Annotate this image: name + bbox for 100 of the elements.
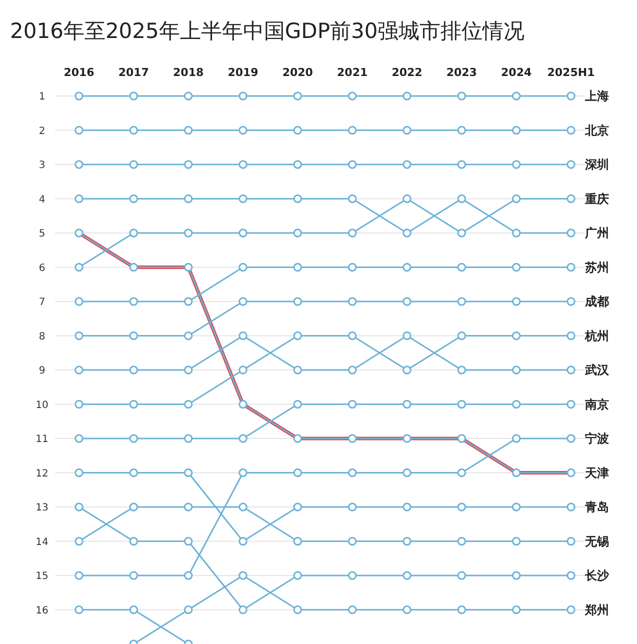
point — [402, 297, 412, 306]
point — [74, 366, 84, 374]
y-tick-label: 16 — [36, 605, 48, 616]
point — [184, 468, 193, 478]
point — [293, 297, 302, 306]
y-tick-label: 3 — [38, 160, 46, 171]
point — [293, 331, 302, 340]
point — [512, 571, 521, 580]
series-label: 天津 — [584, 466, 609, 480]
point — [566, 297, 576, 306]
point — [566, 366, 576, 374]
point — [457, 434, 466, 443]
point — [293, 605, 302, 614]
point — [457, 297, 466, 306]
point — [74, 160, 84, 169]
y-tick-label: 4 — [38, 194, 46, 206]
point — [566, 228, 576, 238]
x-tick-label: 2023 — [446, 66, 477, 79]
point — [129, 605, 138, 614]
point — [238, 366, 248, 374]
y-tick-label: 13 — [36, 502, 48, 514]
point — [457, 536, 466, 546]
point — [184, 536, 193, 546]
point — [129, 297, 138, 306]
point — [348, 160, 357, 169]
point — [74, 92, 84, 100]
point — [348, 331, 357, 340]
point — [74, 434, 84, 443]
point — [402, 571, 412, 580]
point — [402, 126, 412, 135]
point — [512, 262, 521, 272]
point — [512, 536, 521, 546]
point — [184, 434, 193, 443]
series-label: 重庆 — [584, 192, 609, 206]
point — [238, 262, 248, 272]
point — [348, 400, 357, 409]
point — [512, 366, 521, 374]
point — [402, 160, 412, 169]
y-tick-label: 2 — [38, 126, 46, 137]
series-label: 上海 — [584, 89, 609, 104]
point — [238, 605, 248, 614]
point — [184, 400, 193, 409]
point — [457, 331, 466, 340]
point — [348, 571, 357, 580]
point — [457, 228, 466, 238]
point — [566, 160, 576, 169]
y-tick-label: 14 — [36, 536, 48, 548]
point — [129, 331, 138, 340]
point — [512, 228, 521, 238]
point — [566, 194, 576, 204]
point — [457, 92, 466, 100]
point — [293, 400, 302, 409]
point — [457, 468, 466, 478]
point — [402, 331, 412, 340]
point — [129, 194, 138, 204]
point — [129, 92, 138, 100]
point — [566, 92, 576, 100]
point — [512, 502, 521, 512]
point — [293, 262, 302, 272]
point — [293, 194, 302, 204]
point — [74, 400, 84, 409]
point — [566, 536, 576, 546]
point — [293, 92, 302, 100]
point — [74, 262, 84, 272]
point — [129, 262, 138, 272]
y-tick-label: 9 — [38, 366, 46, 376]
x-tick-label: 2020 — [282, 66, 314, 79]
point — [402, 366, 412, 374]
series-label: 长沙 — [584, 568, 610, 583]
point — [74, 228, 84, 238]
point — [457, 126, 466, 135]
point — [293, 126, 302, 135]
point — [512, 194, 521, 204]
point — [402, 605, 412, 614]
point — [74, 331, 84, 340]
chart-title: 2016年至2025年上半年中国GDP前30强城市排位情况 — [10, 19, 525, 43]
series-label: 青岛 — [584, 500, 609, 514]
point — [457, 194, 466, 204]
point — [293, 502, 302, 512]
point — [129, 571, 138, 580]
series-label: 宁波 — [585, 432, 610, 446]
point — [74, 605, 84, 614]
y-tick-label: 1 — [38, 92, 46, 102]
point — [129, 160, 138, 169]
point — [293, 434, 302, 443]
point — [129, 434, 138, 443]
point — [74, 536, 84, 546]
point — [457, 366, 466, 374]
point — [348, 262, 357, 272]
point — [293, 571, 302, 580]
point — [184, 571, 193, 580]
point — [402, 536, 412, 546]
point — [512, 126, 521, 135]
x-tick-label: 2021 — [337, 66, 368, 79]
point — [74, 502, 84, 512]
point — [129, 536, 138, 546]
point — [566, 571, 576, 580]
point — [457, 502, 466, 512]
point — [348, 434, 357, 443]
x-tick-label: 2019 — [228, 66, 258, 79]
